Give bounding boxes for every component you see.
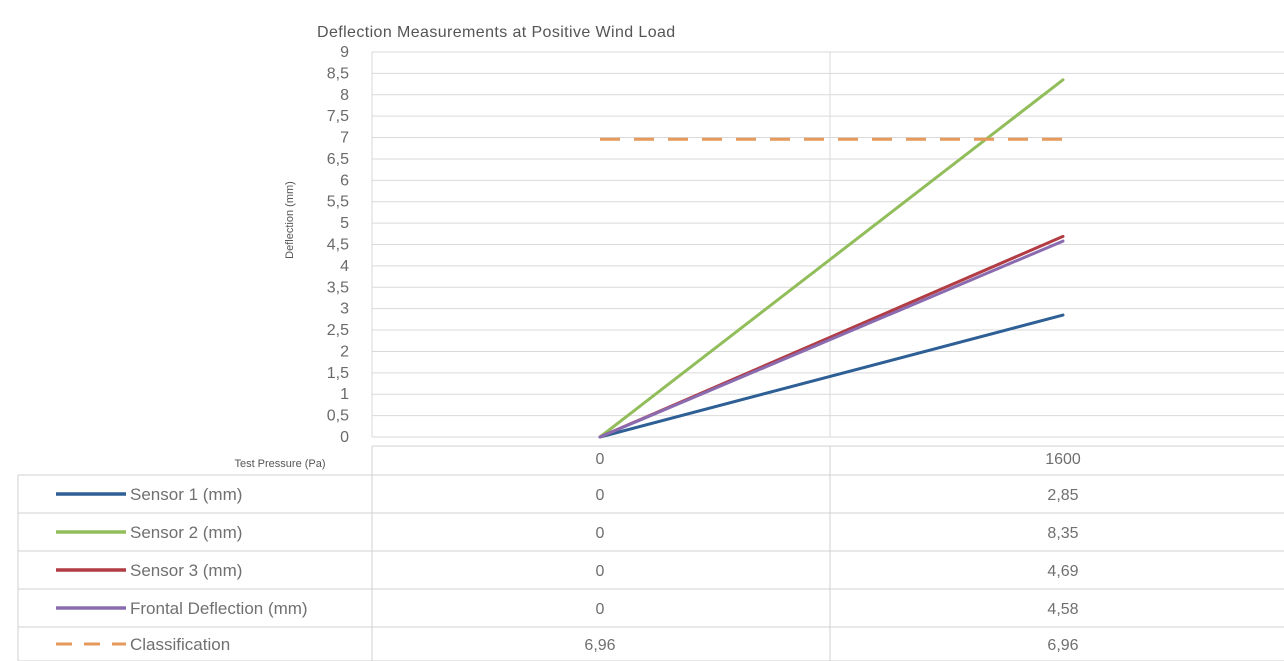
chart-title: Deflection Measurements at Positive Wind…	[317, 24, 676, 41]
legend-label: Classification	[130, 635, 230, 654]
y-tick-label: 9	[340, 44, 349, 61]
grid-layer	[371, 51, 1284, 438]
y-tick-label: 6,5	[327, 151, 349, 168]
table-row: Sensor 2 (mm) 0 8,35	[56, 523, 1079, 542]
y-tick-label: 1,5	[327, 365, 349, 382]
table-row: Sensor 1 (mm) 0 2,85	[56, 485, 1079, 504]
y-tick-label: 8,5	[327, 65, 349, 82]
y-tick-label: 4,5	[327, 237, 349, 254]
series-line	[598, 239, 1065, 439]
table-cell-value: 4,69	[1047, 563, 1078, 580]
table-cell-value: 2,85	[1047, 487, 1078, 504]
legend-label: Sensor 2 (mm)	[130, 523, 242, 542]
y-tick-label: 7,5	[327, 108, 349, 125]
table-cell-value: 0	[596, 601, 605, 618]
y-tick-label: 3	[340, 301, 349, 318]
y-tick-label: 2	[340, 343, 349, 360]
legend-label: Frontal Deflection (mm)	[130, 599, 308, 618]
table-cell-value: 6,96	[584, 637, 615, 654]
table-cell-value: 0	[596, 525, 605, 542]
table-row: Sensor 3 (mm) 0 4,69	[56, 561, 1079, 580]
y-tick-label: 7	[340, 130, 349, 147]
y-tick-label: 0,5	[327, 408, 349, 425]
data-table: 0 1600 Sensor 1 (mm) 0 2,85 Sensor 2 (mm) 0 8,3…	[17, 445, 1284, 661]
y-tick-label: 4	[340, 258, 349, 275]
legend-label: Sensor 1 (mm)	[130, 485, 242, 504]
table-cell-value: 0	[596, 487, 605, 504]
series-line	[598, 313, 1065, 439]
y-tick-label: 8	[340, 87, 349, 104]
table-cell-value: 6,96	[1047, 637, 1078, 654]
table-cell-value: 4,58	[1047, 601, 1078, 618]
y-axis: 0 0,5 1 1,5 2 2,5 3 3,5 4 4,5 5 5,5 6 6,5 7 7,5 8 8,5 9	[327, 44, 349, 446]
x-axis-label: Test Pressure (Pa)	[234, 458, 325, 470]
y-tick-label: 0	[340, 429, 349, 446]
y-tick-label: 2,5	[327, 322, 349, 339]
series-layer	[598, 78, 1065, 439]
x-tick-label: 0	[596, 451, 605, 468]
x-tick-label: 1600	[1045, 451, 1081, 468]
table-cell-value: 8,35	[1047, 525, 1078, 542]
y-tick-label: 1	[340, 386, 349, 403]
y-axis-label: Deflection (mm)	[284, 181, 296, 259]
y-tick-label: 6	[340, 172, 349, 189]
y-tick-label: 3,5	[327, 279, 349, 296]
table-cell-value: 0	[596, 563, 605, 580]
table-row: Frontal Deflection (mm) 0 4,58	[56, 599, 1079, 618]
legend-label: Sensor 3 (mm)	[130, 561, 242, 580]
series-line	[598, 78, 1065, 439]
y-tick-label: 5,5	[327, 194, 349, 211]
table-row: Classification 6,96 6,96	[56, 635, 1079, 654]
y-tick-label: 5	[340, 215, 349, 232]
